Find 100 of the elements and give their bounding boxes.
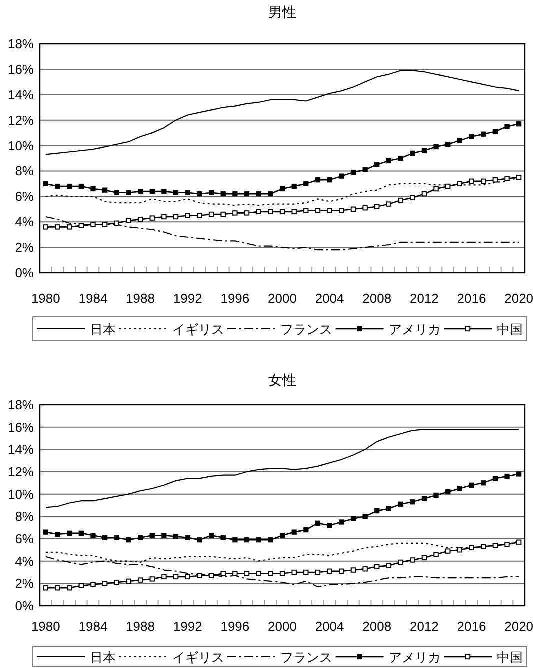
point [469,482,474,488]
point [422,496,427,502]
legend-label: 中国 [497,322,523,337]
point [492,178,498,183]
point [374,204,380,210]
point [362,566,368,572]
point [126,578,132,584]
y-tick-label: 0% [15,266,34,280]
point [292,184,297,190]
point [173,190,179,196]
y-tick-label: 14% [8,87,34,102]
point [185,574,190,580]
point [398,502,404,507]
point [374,162,380,168]
point [138,578,144,583]
point [197,573,202,578]
legend-label: 中国 [497,650,523,665]
y-tick-label: 2% [15,240,34,256]
point [220,192,226,197]
point [422,192,428,197]
y-tick-label: 18% [8,36,34,52]
point [362,206,368,211]
point [410,558,416,563]
point [516,122,522,127]
point [102,535,108,540]
chart-title: 男性 [268,4,296,20]
point [150,576,155,582]
x-tick-label: 2004 [315,291,344,306]
point [102,188,108,193]
point [481,132,486,137]
legend-label: フランス [280,322,332,337]
point [114,220,120,226]
y-tick-label: 16% [8,420,34,435]
legend-label: アメリカ [388,322,441,337]
x-tick-label: 1988 [126,291,156,306]
point [481,544,486,550]
y-tick-label: 6% [15,532,34,546]
point [398,560,404,566]
point [150,216,155,221]
point [268,209,274,215]
x-tick-label: 2020 [504,291,533,306]
point [422,148,427,154]
point [102,222,108,228]
point [446,142,451,148]
x-tick-label: 1980 [31,619,60,634]
point [315,520,321,526]
point [43,586,49,591]
point [315,570,321,576]
point [114,190,120,196]
legend-label: 日本 [90,650,116,665]
y-tick-label: 10% [8,138,34,154]
point [150,189,155,194]
point [66,586,72,591]
point [43,181,48,186]
point [339,568,344,574]
point [256,538,262,543]
point [126,218,132,224]
point [292,530,297,535]
point [374,564,380,570]
x-tick-label: 1984 [78,291,108,306]
x-tick-label: 2016 [457,291,486,306]
y-tick-label: 8% [15,164,34,179]
point [422,555,428,561]
point [280,533,286,538]
point [516,174,522,180]
x-tick-label: 1980 [31,291,60,306]
point [516,472,522,477]
point [280,186,286,192]
point [268,192,274,197]
chart-title: 女性 [268,372,296,388]
point [410,500,416,505]
x-tick-label: 1984 [78,619,108,634]
point [350,170,356,176]
point [185,213,190,218]
x-tick-label: 1996 [220,619,250,634]
y-tick-label: 6% [15,189,34,204]
point [504,124,510,130]
point [457,181,463,187]
point [232,210,238,216]
point [208,212,214,218]
point [55,586,60,591]
point [386,202,392,207]
point [481,480,486,486]
point [304,570,309,576]
point [362,167,368,172]
x-tick-label: 2012 [410,291,439,306]
legend-label: アメリカ [388,650,441,665]
x-tick-label: 2012 [410,619,439,634]
point [457,548,463,553]
point [138,535,144,540]
point [339,208,344,214]
point [492,543,498,548]
point [173,534,179,540]
point [244,538,250,543]
point [386,158,392,164]
point [102,581,108,586]
y-tick-label: 18% [8,398,34,412]
point [327,523,332,528]
point [220,212,226,218]
point [469,178,474,184]
